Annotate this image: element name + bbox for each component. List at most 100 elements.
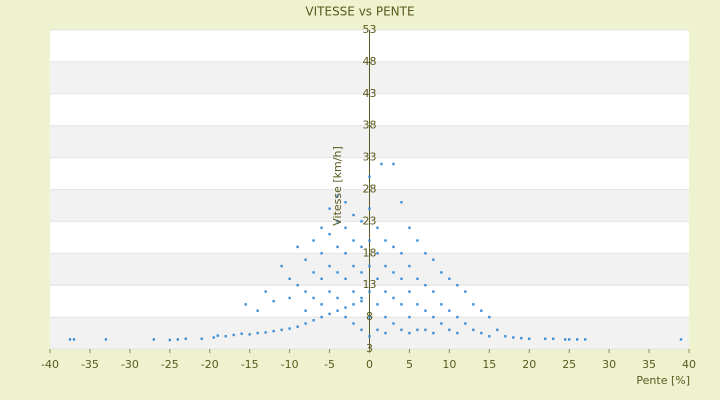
point <box>344 306 347 309</box>
point <box>312 271 315 274</box>
point <box>344 226 347 229</box>
x-tick-label: 35 <box>642 358 656 371</box>
y-tick-label: 53 <box>363 23 377 36</box>
point <box>336 194 339 198</box>
point <box>328 207 331 210</box>
point <box>352 264 355 268</box>
point <box>336 271 339 274</box>
point <box>448 309 451 312</box>
point <box>352 239 355 242</box>
point <box>152 338 156 341</box>
point <box>400 277 403 281</box>
point <box>456 331 459 335</box>
point <box>384 315 387 319</box>
x-tick-label: -30 <box>121 358 139 371</box>
point <box>472 328 475 332</box>
y-tick-label: 8 <box>366 310 373 323</box>
y-tick-label: 13 <box>363 278 377 291</box>
point <box>368 207 371 210</box>
point <box>480 331 483 335</box>
point <box>360 245 363 249</box>
point <box>224 335 227 338</box>
point <box>176 338 179 341</box>
point <box>320 277 323 281</box>
point <box>296 325 299 328</box>
point <box>392 296 395 300</box>
x-tick-label: -20 <box>201 358 219 371</box>
point <box>448 277 451 281</box>
point <box>432 290 435 293</box>
point <box>272 299 275 303</box>
point <box>360 328 363 332</box>
point <box>312 319 315 322</box>
point <box>368 175 371 178</box>
point <box>504 335 507 338</box>
x-tick-label: 10 <box>442 358 456 371</box>
point <box>352 290 355 293</box>
point <box>368 335 371 338</box>
point <box>583 338 587 341</box>
point <box>392 271 395 274</box>
point <box>679 338 683 341</box>
x-tick-label: 0 <box>366 358 373 371</box>
point <box>440 322 443 325</box>
point <box>520 336 523 340</box>
point <box>264 331 267 334</box>
x-tick-label: 15 <box>482 358 496 371</box>
point <box>376 328 379 332</box>
point <box>360 220 363 223</box>
point <box>336 245 339 249</box>
point <box>384 264 387 268</box>
point <box>496 328 499 332</box>
point <box>344 201 347 204</box>
point <box>344 315 347 319</box>
point <box>408 226 411 229</box>
point <box>380 162 383 166</box>
point <box>184 337 187 340</box>
point <box>488 315 491 319</box>
point <box>432 258 435 261</box>
point <box>344 252 347 255</box>
point <box>464 322 467 325</box>
point <box>448 328 451 332</box>
x-tick-label: 5 <box>406 358 413 371</box>
point <box>552 337 555 340</box>
point <box>400 252 403 255</box>
point <box>456 315 459 319</box>
point <box>408 264 411 268</box>
point <box>336 220 339 223</box>
x-tick-label: 25 <box>562 358 576 371</box>
point <box>376 252 379 255</box>
point <box>328 312 331 316</box>
point <box>352 322 355 325</box>
point <box>304 290 307 293</box>
point <box>424 252 427 255</box>
point <box>456 284 459 287</box>
point <box>104 338 108 341</box>
point <box>528 337 531 340</box>
y-tick-label: 48 <box>363 55 377 68</box>
point <box>384 239 387 242</box>
y-axis-title: Vitesse [km/h] <box>331 146 344 226</box>
point <box>360 296 363 300</box>
point <box>376 277 379 281</box>
point <box>567 338 571 341</box>
point <box>296 284 299 287</box>
point <box>400 303 403 306</box>
point <box>408 315 411 319</box>
point <box>368 264 371 268</box>
point <box>168 338 172 342</box>
point <box>432 331 435 335</box>
point <box>68 338 72 341</box>
point <box>400 328 403 332</box>
point <box>256 331 259 335</box>
point <box>288 277 291 281</box>
point <box>368 239 371 242</box>
point <box>304 322 307 325</box>
x-axis-title: Pente [%] <box>636 374 690 387</box>
point <box>360 271 363 274</box>
x-tick-label: -5 <box>324 358 335 371</box>
point <box>256 309 259 312</box>
y-tick-label: 33 <box>363 151 377 164</box>
x-tick-label: 40 <box>682 358 696 371</box>
